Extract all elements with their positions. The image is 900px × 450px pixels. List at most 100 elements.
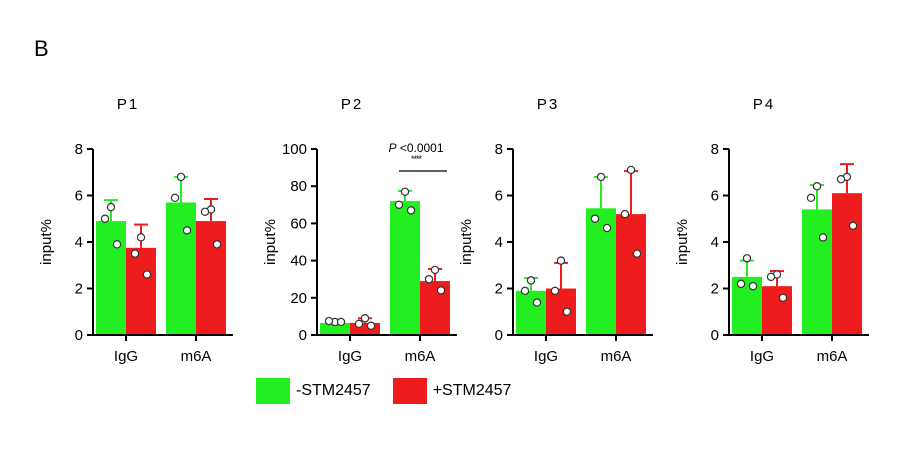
y-axis-label: input% (262, 219, 279, 265)
x-tick-label: m6A (405, 348, 436, 365)
data-point (100, 214, 110, 223)
y-tick-label: 20 (290, 290, 307, 307)
data-point (620, 209, 630, 219)
data-point (532, 298, 542, 307)
legend-label-plus: +STM2457 (432, 382, 512, 399)
y-tick-label: 4 (495, 234, 503, 251)
y-axis-label: input% (674, 219, 691, 265)
data-point (742, 254, 752, 263)
data-point (550, 286, 560, 296)
data-point (112, 240, 122, 249)
data-point (212, 240, 222, 249)
data-point (394, 200, 404, 209)
bar-minus-igg (320, 322, 350, 335)
y-tick-label: 6 (75, 188, 83, 205)
data-point (354, 319, 364, 329)
legend-label-minus: -STM2457 (296, 382, 371, 399)
data-point (836, 175, 846, 184)
legend-swatch-plus (392, 378, 427, 404)
data-point (812, 181, 822, 191)
y-tick-label: 2 (495, 281, 503, 298)
data-point (406, 206, 416, 215)
x-tick-label: m6A (181, 348, 212, 365)
data-point (182, 226, 192, 235)
p-value-label: P <0.0001 (388, 141, 443, 155)
y-tick-label: 40 (290, 253, 307, 270)
y-tick-label: 8 (711, 141, 719, 158)
legend-item-plus: +STM2457 (392, 378, 512, 404)
bar-minus-igg (732, 276, 762, 335)
data-point (766, 272, 776, 282)
bar-plus-igg (350, 322, 380, 335)
bar-plus-m6a (420, 281, 450, 335)
data-point (106, 202, 116, 212)
y-tick-label: 4 (75, 234, 83, 251)
bar-minus-m6a (586, 208, 616, 335)
data-point (336, 317, 346, 327)
data-point (632, 249, 642, 258)
data-point (602, 223, 612, 233)
bar-minus-m6a (390, 201, 420, 335)
x-tick-label: IgG (338, 348, 362, 365)
data-point (556, 256, 566, 265)
data-point (430, 265, 440, 275)
y-axis-label: input% (38, 219, 55, 265)
bar-minus-igg (96, 221, 126, 335)
bar-minus-m6a (166, 202, 196, 335)
data-point (806, 193, 816, 203)
y-tick-label: 2 (75, 281, 83, 298)
y-tick-label: 8 (75, 141, 83, 158)
panel-label: B (34, 36, 49, 61)
y-tick-label: 6 (495, 188, 503, 205)
x-tick-label: m6A (817, 348, 848, 365)
bar-plus-igg (126, 247, 156, 335)
data-point (176, 172, 186, 182)
y-tick-label: 2 (711, 281, 719, 298)
y-tick-label: 8 (495, 141, 503, 158)
data-point (562, 307, 572, 316)
bar-minus-igg (516, 290, 546, 335)
y-tick-label: 0 (495, 327, 503, 344)
y-tick-label: 80 (290, 178, 307, 195)
legend-swatch-minus (256, 378, 290, 404)
data-point (848, 221, 858, 230)
y-tick-label: 0 (711, 327, 719, 344)
y-tick-label: 100 (282, 141, 307, 158)
data-point (324, 316, 334, 326)
data-point (130, 249, 140, 258)
data-point (366, 321, 376, 330)
x-tick-label: IgG (534, 348, 558, 365)
chart-title: P4 (753, 96, 775, 113)
x-tick-label: IgG (114, 348, 138, 365)
data-point (200, 207, 210, 216)
data-point (170, 193, 180, 203)
data-point (360, 314, 370, 323)
y-tick-label: 0 (299, 327, 307, 344)
chart-title: P2 (341, 96, 363, 113)
y-tick-label: 60 (290, 215, 307, 232)
y-tick-label: 4 (711, 234, 719, 251)
data-point (520, 286, 530, 296)
data-point (778, 293, 788, 302)
data-point (436, 286, 446, 295)
data-point (596, 172, 606, 182)
data-point (590, 214, 600, 223)
y-tick-label: 6 (711, 188, 719, 205)
data-point (424, 275, 434, 284)
x-tick-label: m6A (601, 348, 632, 365)
data-point (400, 187, 410, 196)
data-point (142, 270, 152, 279)
bar-plus-m6a (196, 221, 226, 335)
data-point (526, 276, 536, 285)
bar-plus-igg (546, 288, 576, 335)
y-tick-label: 0 (75, 327, 83, 344)
x-tick-label: IgG (750, 348, 774, 365)
bar-plus-igg (762, 286, 792, 335)
legend-item-minus: -STM2457 (256, 378, 371, 404)
data-point (818, 233, 828, 242)
data-point (136, 233, 146, 242)
data-point (748, 281, 758, 291)
bar-plus-m6a (832, 193, 862, 335)
data-point (626, 165, 636, 175)
